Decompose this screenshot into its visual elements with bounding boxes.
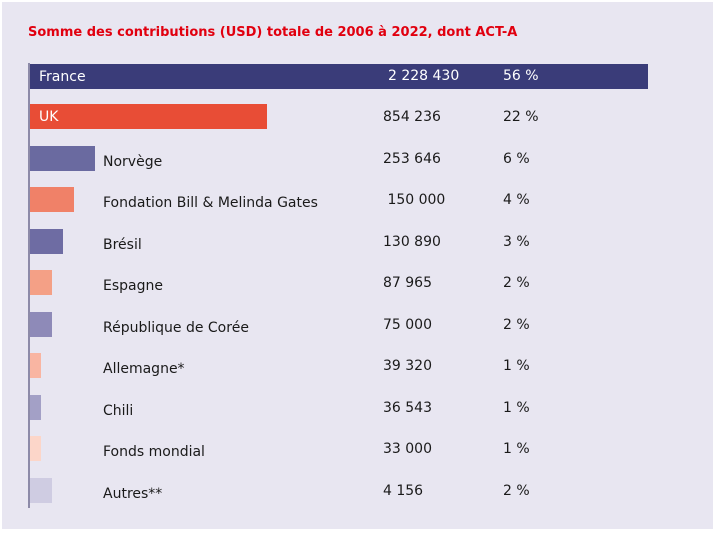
value-label: 130 890 — [383, 233, 441, 250]
category-label: Chili — [103, 402, 134, 419]
percent-label: 6 % — [503, 150, 530, 167]
bar — [30, 229, 63, 254]
value-label: 39 320 — [383, 357, 432, 374]
category-label: Autres** — [103, 485, 163, 502]
percent-label: 3 % — [503, 233, 530, 250]
bar — [30, 395, 41, 420]
percent-label: 1 % — [503, 399, 530, 416]
bar — [30, 436, 41, 461]
bar — [30, 146, 95, 171]
percent-label: 2 % — [503, 482, 530, 499]
category-label: France — [39, 68, 86, 85]
chart-title: Somme des contributions (USD) totale de … — [28, 25, 518, 40]
value-label: 87 965 — [383, 274, 432, 291]
percent-label: 2 % — [503, 316, 530, 333]
percent-label: 22 % — [503, 108, 539, 125]
bar — [30, 353, 41, 378]
bar — [30, 478, 52, 503]
y-axis-line — [28, 63, 30, 508]
percent-label: 1 % — [503, 440, 530, 457]
value-label: 150 000 — [383, 191, 446, 208]
percent-label: 2 % — [503, 274, 530, 291]
percent-label: 4 % — [503, 191, 530, 208]
value-label: 854 236 — [383, 108, 441, 125]
bar — [30, 270, 52, 295]
percent-label: 56 % — [503, 67, 539, 84]
bar — [30, 312, 52, 337]
category-label: Fondation Bill & Melinda Gates — [103, 194, 318, 211]
value-label: 75 000 — [383, 316, 432, 333]
bar — [30, 104, 267, 129]
value-label: 33 000 — [383, 440, 432, 457]
bar — [30, 187, 74, 212]
category-label: Brésil — [103, 236, 142, 253]
category-label: Espagne — [103, 277, 163, 294]
category-label: Allemagne* — [103, 360, 185, 377]
value-label: 4 156 — [383, 482, 424, 499]
value-label: 253 646 — [383, 150, 441, 167]
value-label: 2 228 430 — [388, 67, 460, 84]
category-label: Fonds mondial — [103, 443, 205, 460]
category-label: UK — [39, 108, 59, 125]
percent-label: 1 % — [503, 357, 530, 374]
bar — [30, 64, 648, 89]
category-label: Norvège — [103, 153, 163, 170]
category-label: République de Corée — [103, 319, 249, 336]
value-label: 36 543 — [383, 399, 432, 416]
